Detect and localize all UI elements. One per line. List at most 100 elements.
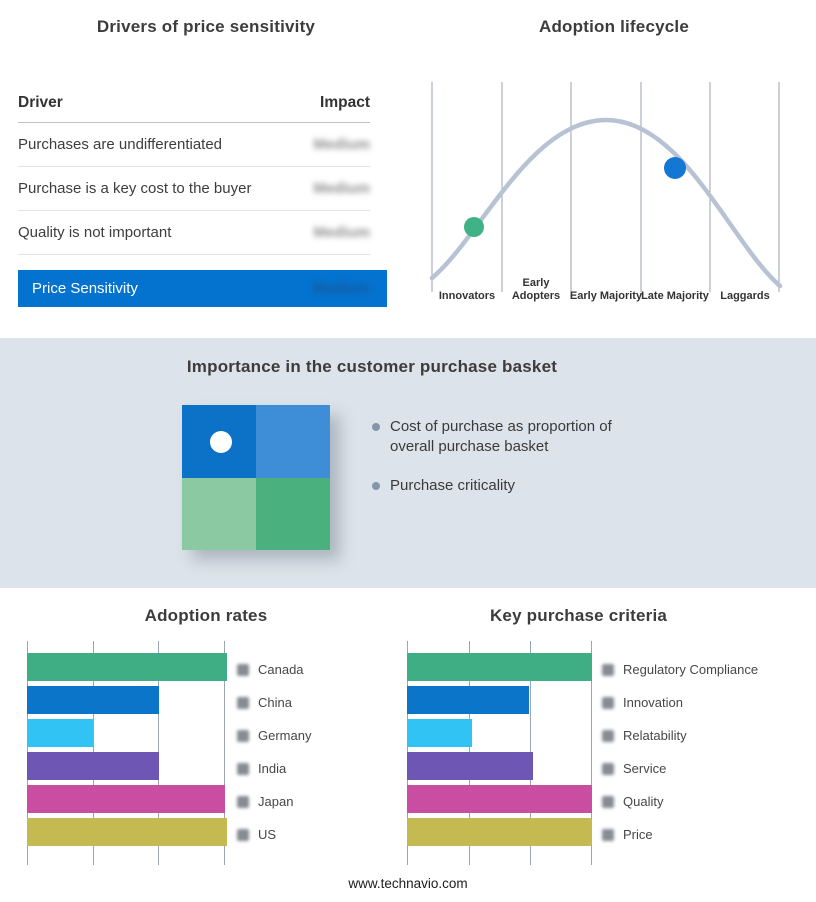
- stage-label-early-majority: Early Majority: [569, 290, 643, 303]
- drivers-table: Driver Impact Purchases are undifferenti…: [18, 88, 370, 255]
- gridline: [224, 641, 225, 865]
- legend-swatch-icon: [602, 828, 614, 841]
- adoption-rates-chart: [27, 641, 227, 865]
- bar-india: [27, 752, 159, 780]
- bar-quality: [407, 785, 592, 813]
- legend-label: Innovation: [623, 695, 683, 710]
- driver-label: Purchase is a key cost to the buyer: [18, 180, 252, 197]
- driver-label: Quality is not important: [18, 224, 172, 241]
- bullet-text: Cost of purchase as proportion of overal…: [390, 418, 612, 455]
- legend-label: Price: [623, 827, 653, 842]
- legend-item: China: [237, 686, 311, 719]
- legend-item: US: [237, 818, 311, 851]
- table-row: Purchases are undifferentiated Medium: [18, 123, 370, 167]
- impact-value-redacted: Medium: [313, 224, 370, 241]
- stage-label-laggards: Laggards: [720, 290, 770, 303]
- bar-relatability: [407, 719, 472, 747]
- impact-value-redacted: Medium: [313, 180, 370, 197]
- legend-swatch-icon: [237, 795, 249, 808]
- legend-swatch-icon: [237, 696, 249, 709]
- legend-label: Relatability: [623, 728, 687, 743]
- bar-innovation: [407, 686, 530, 714]
- matrix-cell-bottom-right: [256, 477, 330, 550]
- matrix-cell-bottom-left: [182, 477, 256, 550]
- bar-regulatory-compliance: [407, 653, 592, 681]
- legend-item: Regulatory Compliance: [602, 653, 758, 686]
- legend-label: Quality: [623, 794, 664, 809]
- technavio-watermark: www.technavio.com: [348, 876, 468, 891]
- adoption-lifecycle-chart: [429, 82, 783, 292]
- purchase-basket-band: [0, 338, 816, 588]
- legend-item: Quality: [602, 785, 758, 818]
- impact-column-header: Impact: [320, 94, 370, 111]
- adoption-rates-legend: Canada China Germany India Japan US: [237, 653, 311, 851]
- purchase-basket-matrix: [182, 405, 330, 550]
- price-sensitivity-highlight-row: Price Sensitivity Medium: [18, 270, 387, 307]
- key-purchase-criteria-legend: Regulatory Compliance Innovation Relatab…: [602, 653, 758, 851]
- driver-column-header: Driver: [18, 94, 63, 111]
- legend-label: India: [258, 761, 287, 776]
- legend-label: Service: [623, 761, 667, 776]
- legend-label: US: [258, 827, 277, 842]
- drivers-panel-title: Drivers of price sensitivity: [96, 17, 316, 36]
- late-majority-marker-dot: [664, 157, 686, 179]
- stage-label-late-majority: Late Majority: [641, 290, 709, 303]
- legend-label: Regulatory Compliance: [623, 662, 759, 677]
- legend-item: Canada: [237, 653, 311, 686]
- legend-item: Service: [602, 752, 758, 785]
- matrix-cell-top-right: [256, 405, 330, 478]
- legend-item: Innovation: [602, 686, 758, 719]
- legend-label: Canada: [258, 662, 304, 677]
- legend-item: Germany: [237, 719, 311, 752]
- matrix-cell-top-left: [182, 405, 256, 478]
- bar-service: [407, 752, 533, 780]
- bar-price: [407, 818, 592, 846]
- bar-japan: [27, 785, 225, 813]
- lifecycle-panel-title: Adoption lifecycle: [538, 17, 689, 36]
- key-purchase-criteria-chart: [407, 641, 592, 865]
- legend-swatch-icon: [602, 729, 614, 742]
- legend-swatch-icon: [602, 795, 614, 808]
- legend-swatch-icon: [602, 762, 614, 775]
- legend-swatch-icon: [237, 762, 249, 775]
- impact-value-redacted: Medium: [313, 136, 370, 153]
- impact-value-redacted: Medium: [312, 280, 369, 297]
- basket-panel-title: Importance in the customer purchase bask…: [186, 357, 558, 376]
- legend-swatch-icon: [237, 663, 249, 676]
- key-purchase-criteria-bars: [407, 653, 592, 851]
- bar-us: [27, 818, 227, 846]
- key-purchase-criteria-title: Key purchase criteria: [489, 606, 668, 625]
- legend-label: China: [258, 695, 292, 710]
- stage-label-early-adopters: Early Adopters: [511, 276, 561, 303]
- legend-swatch-icon: [237, 828, 249, 841]
- bullet-dot-icon: [372, 482, 380, 490]
- lifecycle-stage-labels: Innovators Early Adopters Early Majority…: [425, 270, 785, 304]
- gridline: [591, 641, 592, 865]
- legend-swatch-icon: [602, 696, 614, 709]
- bullet-text: Purchase criticality: [390, 477, 516, 494]
- matrix-position-dot: [210, 431, 232, 453]
- basket-bullet-list: Cost of purchase as proportion of overal…: [372, 417, 650, 516]
- driver-label: Purchases are undifferentiated: [18, 136, 223, 153]
- table-row: Quality is not important Medium: [18, 211, 370, 255]
- drivers-table-header: Driver Impact: [18, 88, 370, 123]
- bullet-dot-icon: [372, 423, 380, 431]
- legend-item: India: [237, 752, 311, 785]
- legend-label: Germany: [258, 728, 312, 743]
- adoption-rates-bars: [27, 653, 227, 851]
- price-sensitivity-label: Price Sensitivity: [32, 280, 138, 297]
- legend-swatch-icon: [602, 663, 614, 676]
- adoption-rates-title: Adoption rates: [144, 606, 268, 625]
- stage-label-innovators: Innovators: [438, 290, 496, 303]
- lifecycle-gridlines: [431, 82, 780, 292]
- bar-china: [27, 686, 159, 714]
- legend-item: Japan: [237, 785, 311, 818]
- innovators-marker-dot: [464, 217, 484, 237]
- bullet-item: Cost of purchase as proportion of overal…: [372, 417, 650, 456]
- legend-swatch-icon: [237, 729, 249, 742]
- bar-canada: [27, 653, 227, 681]
- legend-item: Relatability: [602, 719, 758, 752]
- bell-curve: [429, 117, 783, 289]
- legend-item: Price: [602, 818, 758, 851]
